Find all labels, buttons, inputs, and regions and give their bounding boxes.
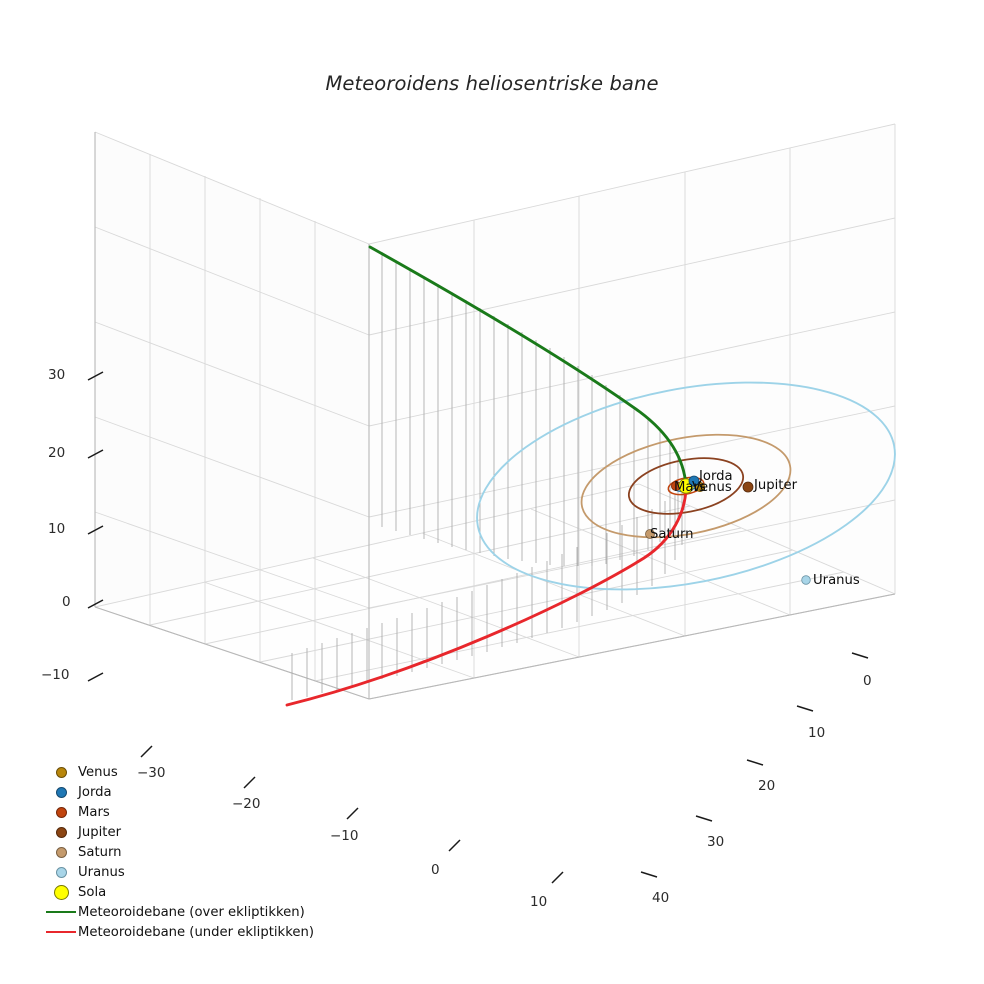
label-venus: Venus [692,480,732,495]
sola-marker-icon [44,884,78,900]
celestial-body-markers [645,475,811,585]
meteoroid-path-below-ecliptic [285,484,688,707]
z-tick-20: 20 [48,445,66,461]
jupiter-marker-icon [44,826,78,838]
legend-label-path-above: Meteoroidebane (over ekliptikken) [78,904,305,920]
legend-label-jupiter: Jupiter [78,824,121,840]
legend-item-path-above: Meteoroidebane (over ekliptikken) [44,902,344,922]
marker-jorda [688,475,700,487]
y-tick-30: 30 [707,834,725,850]
x-tick-neg10: −10 [330,828,359,844]
red-line-icon [44,930,78,934]
label-uranus: Uranus [813,573,860,588]
legend-item-saturn: Saturn [44,842,344,862]
meteoroid-drop-stems [291,252,685,700]
chart-legend: Venus Jorda Mars Jupiter Saturn [44,762,344,942]
venus-marker-icon [44,766,78,778]
z-tick-0: 0 [62,594,71,610]
legend-item-path-below: Meteoroidebane (under ekliptikken) [44,922,344,942]
jorda-marker-icon [44,786,78,798]
legend-item-sola: Sola [44,882,344,902]
x-tick-10: 10 [530,894,548,910]
green-line-icon [44,910,78,914]
z-tick-10: 10 [48,521,66,537]
axes-spines [94,132,896,700]
legend-label-venus: Venus [78,764,118,780]
legend-label-saturn: Saturn [78,844,122,860]
uranus-marker-icon [44,866,78,878]
mars-marker-icon [44,806,78,818]
chart-title: Meteoroidens heliosentriske bane [325,72,659,95]
label-saturn: Saturn [650,527,694,542]
legend-label-uranus: Uranus [78,864,125,880]
z-tick-30: 30 [48,367,66,383]
legend-label-sola: Sola [78,884,107,900]
x-tick-0: 0 [431,862,440,878]
z-tick-neg10: −10 [41,667,70,683]
legend-label-jorda: Jorda [78,784,112,800]
label-jorda: Jorda [699,469,733,484]
orbit-uranus [476,381,896,591]
axis-tick-marks [87,371,869,884]
y-tick-0: 0 [863,673,872,689]
legend-label-path-below: Meteoroidebane (under ekliptikken) [78,924,314,940]
legend-item-venus: Venus [44,762,344,782]
y-tick-40: 40 [652,890,670,906]
marker-jupiter [742,481,754,493]
legend-item-uranus: Uranus [44,862,344,882]
x-tick-neg30: −30 [137,765,166,781]
meteoroid-path-above-ecliptic [368,245,688,488]
legend-item-jorda: Jorda [44,782,344,802]
marker-saturn [645,529,655,539]
y-tick-10: 10 [808,725,826,741]
saturn-marker-icon [44,846,78,858]
legend-item-mars: Mars [44,802,344,822]
label-jupiter: Jupiter [754,478,797,493]
orbit-saturn [580,433,792,539]
legend-label-mars: Mars [78,804,110,820]
y-tick-20: 20 [758,778,776,794]
marker-uranus [801,575,811,585]
x-tick-neg20: −20 [232,796,261,812]
legend-item-jupiter: Jupiter [44,822,344,842]
label-mars: Mars [674,480,706,495]
